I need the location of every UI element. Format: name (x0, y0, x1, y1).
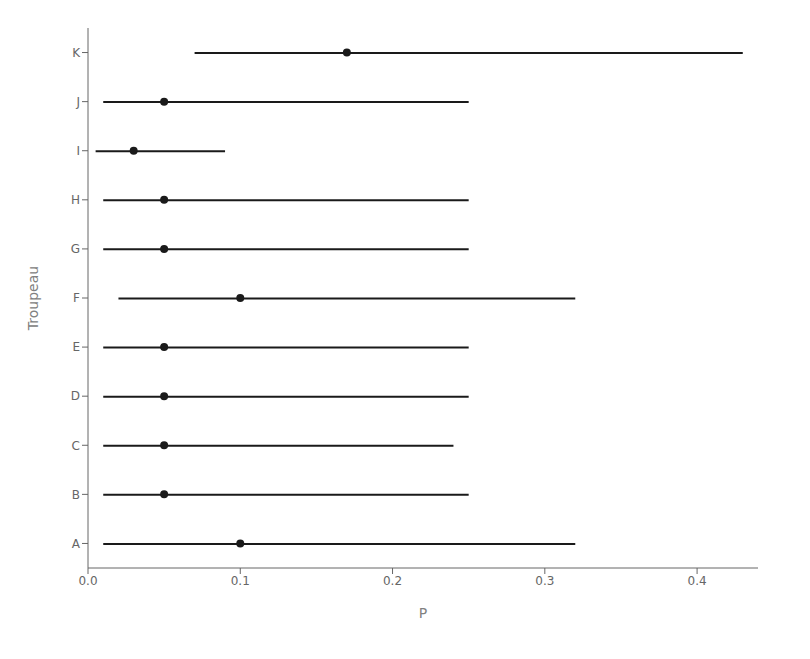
svg-text:H: H (71, 193, 80, 207)
svg-text:J: J (75, 95, 80, 109)
svg-text:I: I (76, 144, 80, 158)
svg-text:K: K (72, 46, 81, 60)
svg-text:A: A (72, 537, 81, 551)
svg-text:P: P (419, 605, 427, 621)
svg-text:0.2: 0.2 (383, 574, 402, 588)
svg-text:D: D (71, 389, 80, 403)
svg-text:0.4: 0.4 (688, 574, 707, 588)
svg-text:0.1: 0.1 (231, 574, 250, 588)
svg-text:0.3: 0.3 (535, 574, 554, 588)
svg-text:B: B (72, 488, 80, 502)
svg-text:F: F (73, 291, 80, 305)
svg-text:0.0: 0.0 (78, 574, 97, 588)
svg-text:C: C (72, 439, 80, 453)
svg-text:Troupeau: Troupeau (25, 266, 41, 331)
svg-text:G: G (71, 242, 80, 256)
svg-text:E: E (72, 340, 80, 354)
